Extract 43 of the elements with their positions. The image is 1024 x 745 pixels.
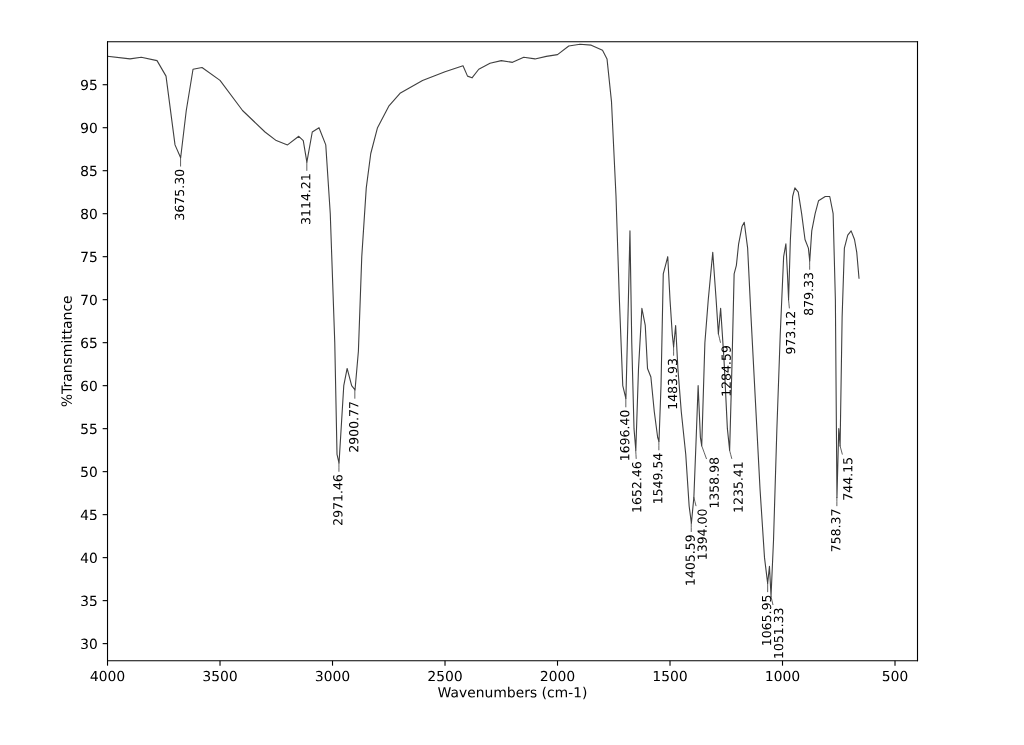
y-tick-label: 85 <box>81 165 97 177</box>
y-tick-label: 75 <box>81 251 97 263</box>
annotation: 973.12 <box>785 312 796 354</box>
annotation: 879.33 <box>803 273 814 315</box>
annotation: 1394.00 <box>697 509 707 559</box>
annotation: 744.15 <box>843 458 853 500</box>
x-tick-label: 500 <box>882 670 908 682</box>
x-tick-label: 1500 <box>653 670 687 682</box>
y-tick-label: 95 <box>81 79 97 91</box>
annotation: 2971.46 <box>333 474 343 525</box>
x-axis-title: Wavenumbers (cm-1) <box>438 686 587 700</box>
annotation: 1696.40 <box>619 410 630 460</box>
y-tick-label: 45 <box>80 509 97 521</box>
y-tick-label: 90 <box>81 122 97 134</box>
y-tick-label: 50 <box>81 466 97 478</box>
y-tick-label: 40 <box>80 552 97 564</box>
annotation: 758.37 <box>831 509 841 552</box>
annotation: 1549.54 <box>653 453 663 503</box>
x-tick-label: 2500 <box>428 670 462 682</box>
annotation: 1483.93 <box>667 359 678 409</box>
x-tick-label: 1000 <box>766 670 800 682</box>
y-tick-label: 65 <box>81 337 97 349</box>
x-tick-label: 2000 <box>540 670 575 682</box>
y-tick-label: 80 <box>81 208 97 220</box>
y-tick-label: 60 <box>81 380 97 392</box>
y-tick-label: 55 <box>81 423 97 435</box>
y-tick-label: 30 <box>81 638 97 650</box>
annotation: 3675.30 <box>174 169 185 220</box>
annotation: 3114.21 <box>300 174 311 224</box>
y-axis-title: %Transmittance <box>61 296 72 407</box>
annotation: 1065.95 <box>761 595 772 645</box>
annotation: 1405.59 <box>685 535 695 585</box>
x-tick-label: 3000 <box>315 670 350 682</box>
annotation: 1358.98 <box>709 457 719 508</box>
annotation: 1284.59 <box>721 346 731 396</box>
x-tick-label: 3500 <box>203 670 237 682</box>
annotation: 2900.77 <box>349 402 359 452</box>
annotation: 1235.41 <box>733 462 743 512</box>
y-tick-label: 70 <box>81 294 97 306</box>
annotation: 1652.46 <box>631 462 642 512</box>
x-tick-label: 4000 <box>90 670 125 682</box>
annotation: 1051.33 <box>773 608 784 658</box>
y-tick-label: 35 <box>81 595 97 607</box>
